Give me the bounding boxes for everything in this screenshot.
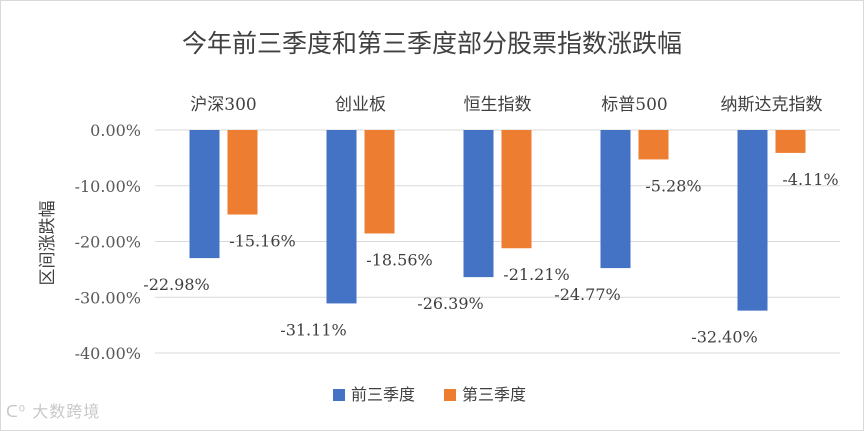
category-label: 创业板 — [335, 95, 386, 115]
y-tick-label: -20.00% — [75, 233, 141, 252]
bar-q3 — [775, 130, 806, 153]
y-axis-label: 区间涨跌幅 — [38, 201, 58, 286]
data-label: -15.16% — [229, 232, 295, 251]
category-label: 沪深300 — [190, 95, 256, 115]
y-tick-label: -40.00% — [75, 344, 141, 363]
legend-swatch — [333, 389, 345, 401]
data-label: -26.39% — [417, 294, 483, 313]
y-tick-label: 0.00% — [90, 121, 141, 140]
bar-q3 — [638, 130, 669, 160]
bar-q1-q3 — [600, 130, 631, 269]
legend-swatch — [444, 389, 456, 401]
watermark-text: 大数跨境 — [32, 402, 101, 421]
chart-title: 今年前三季度和第三季度部分股票指数涨跌幅 — [182, 29, 682, 58]
data-label: -21.21% — [503, 265, 569, 284]
data-label: -24.77% — [554, 285, 620, 304]
category-label: 恒生指数 — [464, 95, 532, 115]
y-tick-label: -10.00% — [75, 177, 141, 196]
data-label: -18.56% — [366, 250, 432, 269]
bar-q1-q3 — [463, 130, 494, 278]
bar-q3 — [364, 130, 395, 234]
category-label: 标普500 — [601, 95, 667, 115]
bar-q3 — [501, 130, 532, 249]
bar-q1-q3 — [189, 130, 220, 259]
data-label: -31.11% — [280, 320, 346, 339]
data-label: -32.40% — [691, 328, 757, 347]
bar-q1-q3 — [737, 130, 768, 311]
watermark-icon: ᑕ⁰ — [6, 402, 27, 421]
bar-q1-q3 — [326, 130, 357, 304]
bar-q3 — [227, 130, 258, 215]
watermark-logo: ᑕ⁰ 大数跨境 — [6, 398, 100, 422]
data-label: -4.11% — [782, 170, 838, 189]
y-tick-label: -30.00% — [75, 288, 141, 307]
data-label: -5.28% — [645, 176, 701, 195]
legend-label: 第三季度 — [462, 385, 526, 404]
category-label: 纳斯达克指数 — [721, 95, 823, 115]
legend-label: 前三季度 — [351, 385, 415, 404]
data-label: -22.98% — [143, 275, 209, 294]
